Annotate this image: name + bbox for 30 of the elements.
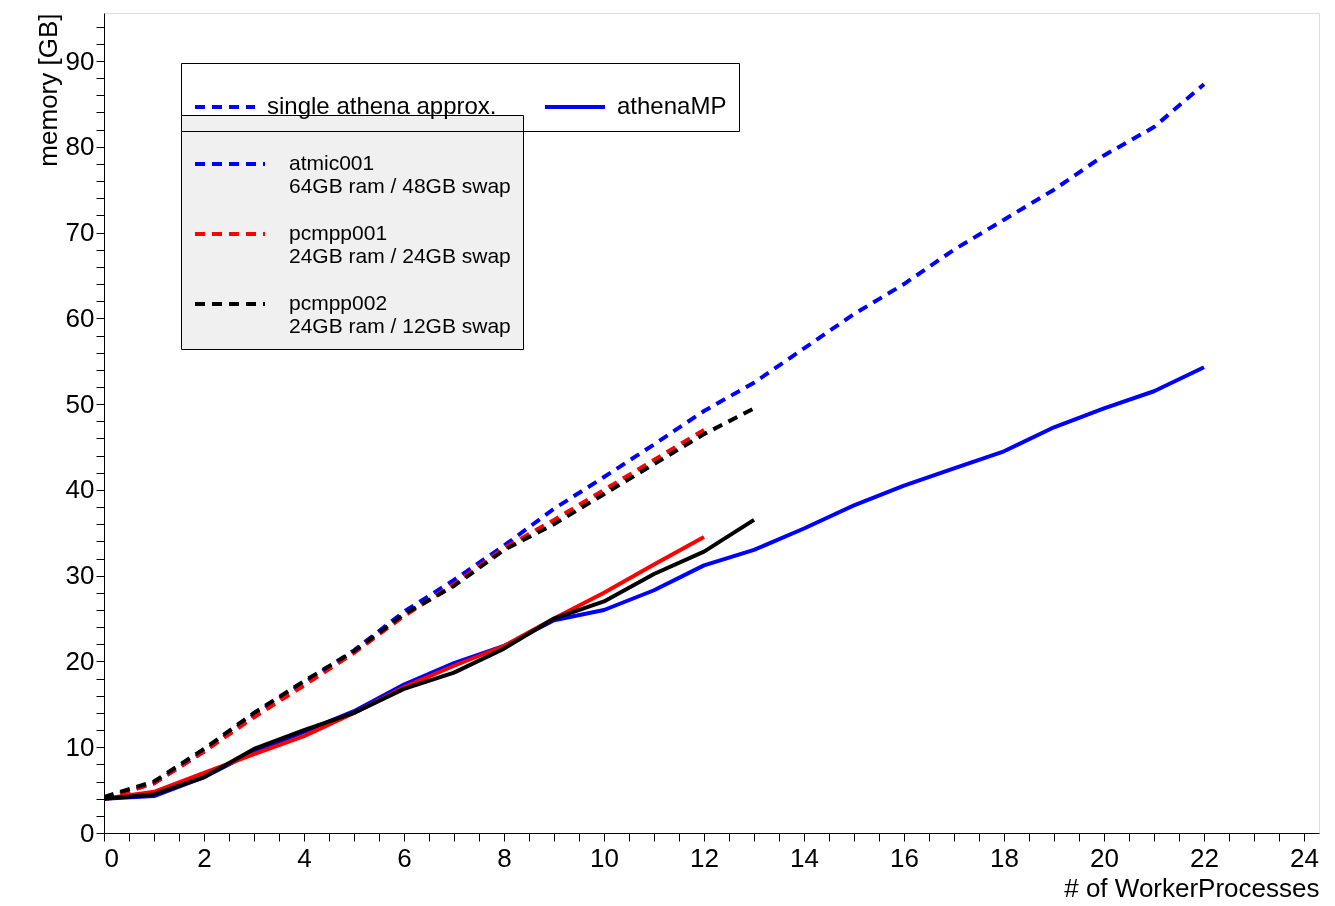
x-tick-label: 12 (690, 842, 719, 873)
y-tick-label: 0 (80, 817, 95, 848)
y-tick-label: 10 (65, 731, 95, 762)
x-tick-label: 14 (790, 842, 819, 873)
x-tick-label: 6 (397, 842, 412, 873)
y-tick-label: 40 (65, 474, 95, 505)
legend-label: pcmpp001 24GB ram / 24GB swap (289, 221, 511, 267)
x-axis-title: # of WorkerProcesses (1064, 872, 1320, 903)
legend-label: pcmpp002 24GB ram / 12GB swap (289, 291, 511, 337)
legend-label: atmic001 64GB ram / 48GB swap (289, 151, 511, 197)
y-tick-label: 50 (65, 388, 95, 419)
annotation: single athena approx. (267, 92, 497, 119)
y-tick-label: 20 (65, 645, 95, 676)
x-tick-label: 4 (297, 842, 312, 873)
x-tick-label: 20 (1090, 842, 1119, 873)
y-tick-label: 60 (65, 302, 95, 333)
x-tick-label: 2 (197, 842, 212, 873)
y-tick-label: 80 (65, 131, 95, 162)
x-tick-label: 10 (590, 842, 619, 873)
y-axis-title: memory [GB] (32, 13, 63, 167)
x-tick-label: 16 (890, 842, 919, 873)
x-tick-label: 22 (1190, 842, 1219, 873)
y-tick-label: 70 (65, 217, 95, 248)
x-tick-label: 24 (1290, 842, 1319, 873)
x-tick-label: 8 (497, 842, 512, 873)
x-tick-label: 0 (104, 842, 119, 873)
annotation: athenaMP (617, 92, 727, 119)
y-tick-label: 90 (65, 45, 95, 76)
x-tick-label: 18 (990, 842, 1019, 873)
y-tick-label: 30 (65, 560, 95, 591)
